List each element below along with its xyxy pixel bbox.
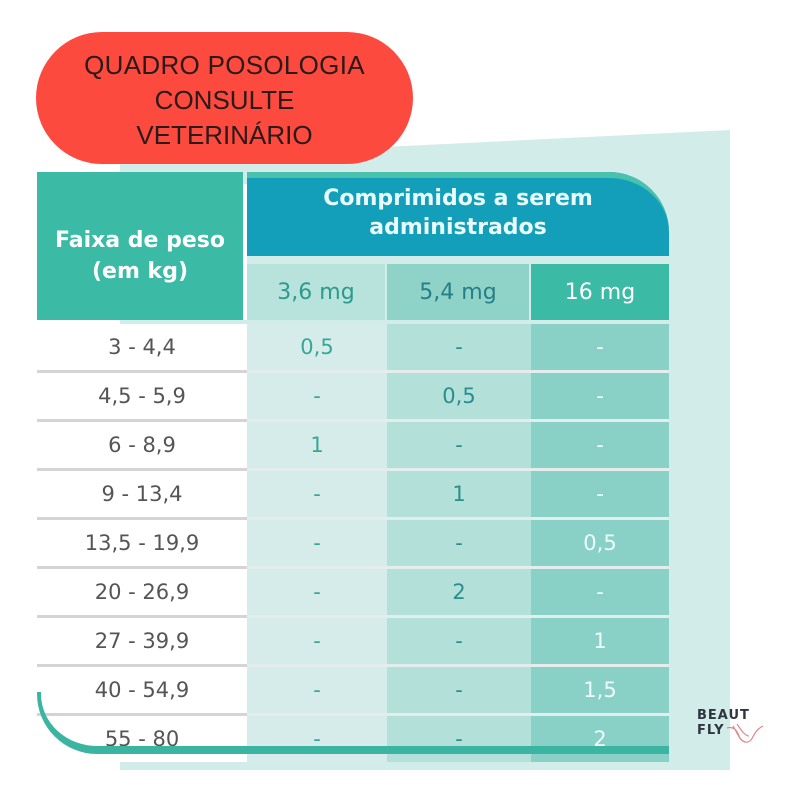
badge-subtitle-2: VETERINÁRIO	[136, 120, 313, 150]
table-row: 4,5 - 5,9-0,5-	[37, 373, 669, 419]
row-divider	[37, 419, 669, 422]
table-row: 13,5 - 19,9- -0,5	[37, 520, 669, 566]
dose-cell: 1	[531, 618, 669, 664]
header-divider	[243, 184, 247, 320]
row-divider	[37, 370, 669, 373]
dose-cell: -	[387, 667, 531, 713]
weight-range-cell: 40 - 54,9	[37, 667, 247, 713]
row-divider	[37, 566, 669, 569]
weight-header-line2: (em kg)	[92, 259, 188, 284]
weight-range-cell: 3 - 4,4	[37, 324, 247, 370]
tablets-header-line2: administrados	[369, 215, 547, 240]
dose-cell: -	[531, 569, 669, 615]
row-divider	[37, 468, 669, 471]
dose-cell: -	[531, 324, 669, 370]
row-divider	[37, 615, 669, 618]
dose-cell: -	[247, 520, 387, 566]
row-divider	[37, 517, 669, 520]
dose-cell: 0,5	[387, 373, 531, 419]
hummingbird-icon	[726, 723, 764, 743]
dose-cell: 1	[387, 471, 531, 517]
dose-cell: 2	[531, 716, 669, 762]
dosage-badge: QUADRO POSOLOGIA CONSULTE VETERINÁRIO	[36, 32, 413, 164]
table-row: 27 - 39,9- -1	[37, 618, 669, 664]
row-divider	[37, 664, 669, 667]
row-divider-left	[37, 517, 247, 520]
table-row: 20 - 26,9-2-	[37, 569, 669, 615]
logo-line1: BEAUT	[697, 708, 750, 723]
dose-cell: 1	[247, 422, 387, 468]
row-divider	[37, 713, 669, 716]
column-header-5-4mg: 5,4 mg	[387, 264, 529, 320]
dose-cell: -	[247, 373, 387, 419]
weight-header: Faixa de peso (em kg)	[37, 172, 243, 320]
dose-cell: -	[247, 569, 387, 615]
dose-cell: -	[247, 471, 387, 517]
weight-range-cell: 4,5 - 5,9	[37, 373, 247, 419]
row-divider-left	[37, 419, 247, 422]
table-row: 9 - 13,4-1-	[37, 471, 669, 517]
weight-range-cell: 9 - 13,4	[37, 471, 247, 517]
badge-subtitle-1: CONSULTE	[154, 85, 295, 115]
row-divider-left	[37, 370, 247, 373]
dose-cell: -	[387, 324, 531, 370]
row-divider-left	[37, 468, 247, 471]
dose-cell: 2	[387, 569, 531, 615]
dose-cell: -	[247, 618, 387, 664]
dose-cell: -	[531, 373, 669, 419]
row-divider-left	[37, 615, 247, 618]
table-row: 6 - 8,9 1- -	[37, 422, 669, 468]
dose-cell: -	[247, 716, 387, 762]
table-row: 3 - 4,4 0,5- -	[37, 324, 669, 370]
row-divider-left	[37, 566, 247, 569]
weight-range-cell: 27 - 39,9	[37, 618, 247, 664]
column-header-16mg: 16 mg	[531, 264, 669, 320]
dose-cell: 0,5	[247, 324, 387, 370]
dose-cell: -	[247, 667, 387, 713]
column-header-3-6mg: 3,6 mg	[247, 264, 385, 320]
dose-cell: -	[387, 618, 531, 664]
weight-range-cell: 20 - 26,9	[37, 569, 247, 615]
dosage-table: Faixa de peso (em kg) Comprimidos a sere…	[37, 172, 669, 762]
table-row: 55 - 80- -2	[37, 716, 669, 762]
brand-logo: BEAUT FLY	[697, 708, 764, 743]
dose-cell: -	[531, 422, 669, 468]
dose-cell: -	[387, 520, 531, 566]
weight-range-cell: 13,5 - 19,9	[37, 520, 247, 566]
dose-cell: 1,5	[531, 667, 669, 713]
dose-cell: 0,5	[531, 520, 669, 566]
dose-cell: -	[387, 422, 531, 468]
table-row: 40 - 54,9- -1,5	[37, 667, 669, 713]
row-divider-left	[37, 664, 247, 667]
dose-cell: -	[531, 471, 669, 517]
row-divider-left	[37, 713, 247, 716]
dose-cell: -	[387, 716, 531, 762]
weight-range-cell: 55 - 80	[37, 716, 247, 762]
weight-header-line1: Faixa de peso	[54, 228, 226, 253]
tablets-header: Comprimidos a serem administrados	[247, 172, 669, 256]
logo-line2: FLY	[697, 723, 725, 738]
tablets-header-line1: Comprimidos a serem	[323, 186, 593, 211]
badge-title: QUADRO POSOLOGIA	[84, 50, 365, 80]
weight-range-cell: 6 - 8,9	[37, 422, 247, 468]
